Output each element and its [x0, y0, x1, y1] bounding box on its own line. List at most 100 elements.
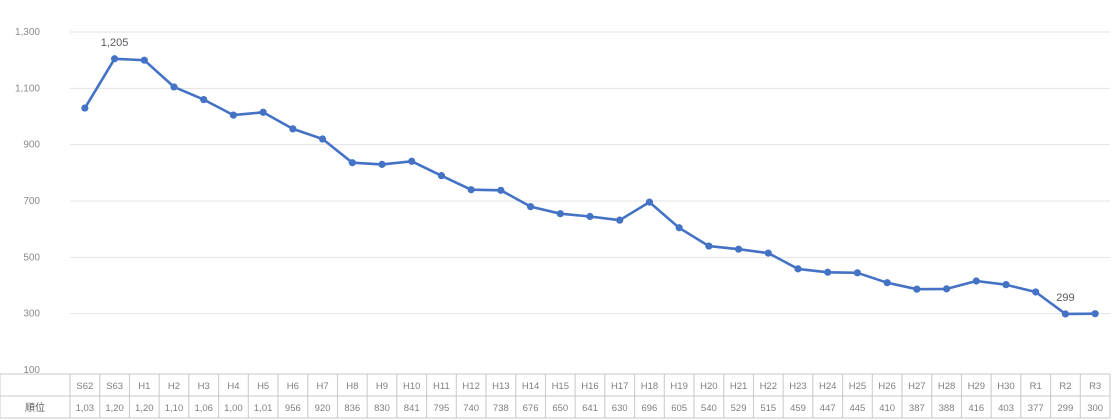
- x-category-label: R2: [1059, 381, 1071, 392]
- table-row-header: 順位: [25, 401, 45, 414]
- y-tick-label: 100: [23, 365, 40, 376]
- table-value-cell: 300: [1087, 403, 1103, 414]
- x-category-label: R1: [1030, 381, 1042, 392]
- table-value-cell: 529: [731, 403, 747, 414]
- table-value-cell: 696: [641, 403, 657, 414]
- x-category-label: H9: [376, 381, 388, 392]
- data-point: [972, 277, 980, 285]
- data-point: [318, 135, 327, 143]
- table-value-cell: 299: [1057, 403, 1073, 414]
- x-category-label: H14: [522, 381, 539, 392]
- x-category-label: H22: [760, 381, 777, 392]
- x-category-label: H7: [316, 381, 328, 392]
- data-point: [675, 224, 683, 232]
- data-point: [1002, 281, 1010, 289]
- table-value-cell: 641: [582, 403, 598, 414]
- table-value-cell: 447: [820, 403, 836, 414]
- x-category-label: H25: [849, 381, 866, 392]
- data-point: [200, 96, 208, 104]
- table-value-cell: 1,20: [135, 403, 154, 414]
- x-category-label: H26: [878, 381, 895, 392]
- data-point: [764, 249, 772, 257]
- table-value-cell: 956: [285, 403, 301, 414]
- gridlines: [70, 31, 1110, 315]
- category-table: 順位 S62 S63 H1 H2 H3 H4 H5 H6 H7 H8 H9 H10 H11 H12 H13 H1…: [0, 373, 1111, 419]
- table-value-cell: 795: [433, 403, 449, 414]
- x-category-label: H23: [789, 381, 806, 392]
- data-point: [616, 216, 624, 224]
- data-point: [110, 55, 119, 63]
- x-category-label: H19: [670, 381, 687, 392]
- data-point: [883, 279, 891, 287]
- x-category-label: H29: [968, 381, 985, 392]
- data-point: [408, 157, 416, 165]
- y-tick-label: 500: [23, 252, 40, 263]
- data-point: [140, 56, 148, 64]
- table-value-cell: 445: [849, 403, 865, 414]
- x-category-label: H30: [997, 381, 1014, 392]
- x-category-label: H27: [908, 381, 925, 392]
- x-category-label: H15: [552, 381, 569, 392]
- x-category-label: S63: [106, 381, 123, 392]
- x-category-label: H6: [287, 381, 299, 392]
- x-category-label: H16: [581, 381, 598, 392]
- table-value-cell: 1,06: [194, 403, 213, 414]
- data-point: [378, 160, 386, 168]
- x-category-label: H28: [938, 381, 955, 392]
- table-value-cell: 540: [701, 403, 717, 414]
- data-point: [794, 265, 802, 273]
- y-tick-label: 700: [23, 196, 40, 207]
- data-point: [229, 111, 238, 119]
- data-label: 299: [1056, 292, 1074, 304]
- x-category-label: H20: [700, 381, 717, 392]
- y-tick-label: 1,300: [15, 27, 40, 38]
- table-value-cell: 515: [760, 403, 776, 414]
- table-value-cell: 1,00: [224, 403, 243, 414]
- x-category-label: H24: [819, 381, 836, 392]
- table-value-cell: 836: [344, 403, 360, 414]
- x-category-label: H21: [730, 381, 747, 392]
- data-point: [348, 159, 356, 167]
- table-value-cell: 410: [879, 403, 895, 414]
- table-value-cell: 920: [315, 403, 331, 414]
- x-category-label: R3: [1089, 381, 1101, 392]
- table-value-cell: 740: [463, 403, 479, 414]
- series-line-group: [81, 55, 1099, 318]
- x-category-label: S62: [76, 381, 93, 392]
- table-value-cell: 388: [939, 403, 955, 414]
- x-category-label: H11: [433, 381, 450, 392]
- data-point: [170, 83, 178, 91]
- data-point: [1032, 288, 1040, 296]
- y-tick-label: 1,100: [15, 83, 40, 94]
- table-value-cell: 416: [968, 403, 984, 414]
- table-value-cell: 1,10: [165, 403, 184, 414]
- data-point: [853, 269, 862, 277]
- x-category-label: H2: [168, 381, 180, 392]
- data-point: [734, 245, 743, 253]
- table-value-cell: 1,03: [76, 403, 95, 414]
- table-value-cell: 841: [404, 403, 420, 414]
- table-value-cell: 676: [523, 403, 539, 414]
- data-point: [586, 212, 594, 221]
- data-label: 1,205: [101, 37, 129, 49]
- data-point: [526, 203, 535, 211]
- x-category-label: H18: [641, 381, 658, 392]
- y-axis-ticks: 1,300 1,100 900 700 500 300 100: [15, 27, 40, 376]
- x-category-label: H12: [462, 381, 479, 392]
- data-point: [705, 242, 713, 250]
- table-value-cell: 387: [909, 403, 925, 414]
- x-category-label: H17: [611, 381, 628, 392]
- data-point: [913, 285, 921, 293]
- data-point: [645, 198, 654, 206]
- table-value-cell: 403: [998, 403, 1014, 414]
- x-category-label: H5: [257, 381, 269, 392]
- series-line: [83, 57, 1096, 316]
- data-point: [1061, 310, 1070, 318]
- y-tick-label: 300: [23, 309, 40, 320]
- table-value-cell: 830: [374, 403, 390, 414]
- data-point: [289, 125, 297, 133]
- table-value-cell: 630: [612, 403, 628, 414]
- table-value-cell: 738: [493, 403, 509, 414]
- data-point: [942, 285, 951, 293]
